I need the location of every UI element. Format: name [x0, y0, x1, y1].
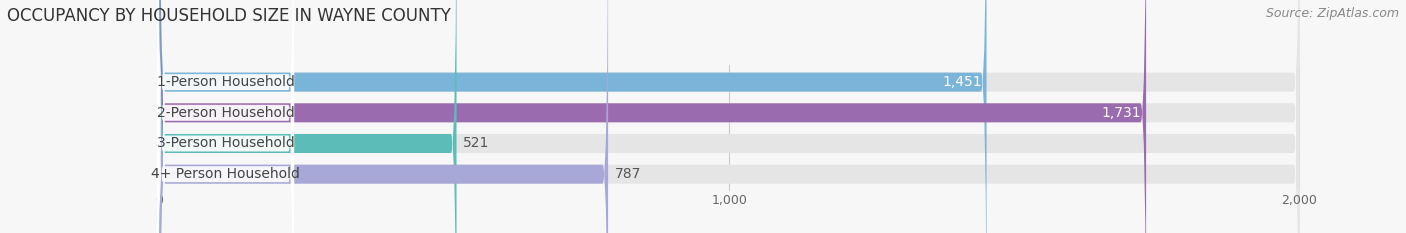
- Text: 1,451: 1,451: [942, 75, 981, 89]
- FancyBboxPatch shape: [159, 0, 1299, 233]
- Text: 787: 787: [614, 167, 641, 181]
- FancyBboxPatch shape: [159, 0, 987, 233]
- Text: OCCUPANCY BY HOUSEHOLD SIZE IN WAYNE COUNTY: OCCUPANCY BY HOUSEHOLD SIZE IN WAYNE COU…: [7, 7, 451, 25]
- Text: 2-Person Household: 2-Person Household: [157, 106, 295, 120]
- Text: 3-Person Household: 3-Person Household: [157, 137, 295, 151]
- Text: Source: ZipAtlas.com: Source: ZipAtlas.com: [1265, 7, 1399, 20]
- FancyBboxPatch shape: [157, 0, 294, 233]
- Text: 4+ Person Household: 4+ Person Household: [152, 167, 299, 181]
- FancyBboxPatch shape: [157, 0, 294, 233]
- FancyBboxPatch shape: [157, 0, 294, 233]
- FancyBboxPatch shape: [157, 0, 294, 233]
- FancyBboxPatch shape: [159, 0, 1299, 233]
- FancyBboxPatch shape: [159, 0, 1299, 233]
- FancyBboxPatch shape: [159, 0, 1299, 233]
- Text: 1-Person Household: 1-Person Household: [156, 75, 295, 89]
- FancyBboxPatch shape: [159, 0, 609, 233]
- Text: 1,731: 1,731: [1102, 106, 1142, 120]
- FancyBboxPatch shape: [159, 0, 457, 233]
- Text: 521: 521: [464, 137, 489, 151]
- FancyBboxPatch shape: [159, 0, 1146, 233]
